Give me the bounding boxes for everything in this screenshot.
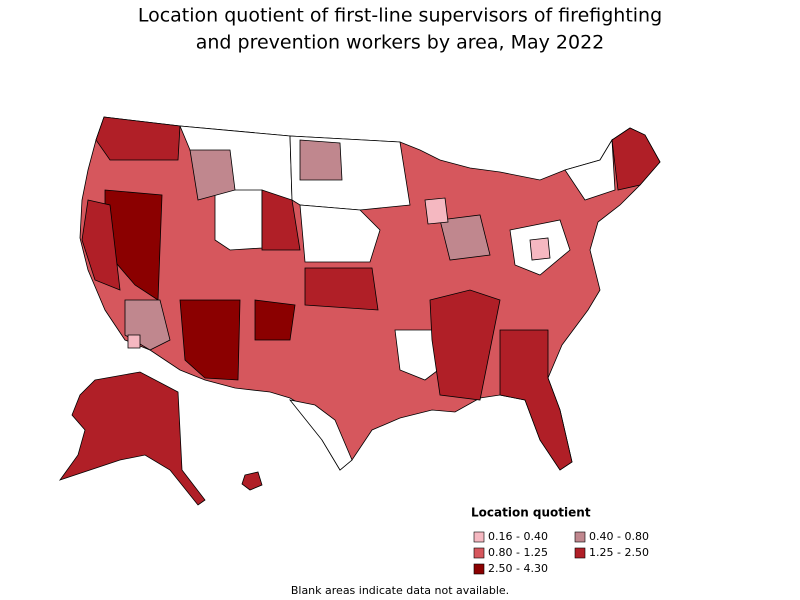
region xyxy=(499,329,573,471)
region-blank xyxy=(564,138,616,201)
region xyxy=(261,189,301,251)
region-blank xyxy=(289,399,353,471)
legend-label: 0.80 - 1.25 xyxy=(488,546,548,559)
region xyxy=(127,334,141,349)
footnote: Blank areas indicate data not available. xyxy=(291,584,509,597)
legend-label: 2.50 - 4.30 xyxy=(488,562,548,575)
region-blank xyxy=(299,204,381,263)
legend-swatch xyxy=(473,563,485,575)
region xyxy=(439,214,491,261)
region xyxy=(424,197,449,225)
legend-label: 1.25 - 2.50 xyxy=(589,546,649,559)
map-regions xyxy=(58,116,661,506)
region xyxy=(304,267,379,311)
map-title: Location quotient of first-line supervis… xyxy=(138,5,662,27)
region xyxy=(254,299,296,341)
legend-swatch xyxy=(473,531,485,543)
legend: Location quotient 0.16 - 0.40 0.40 - 0.80… xyxy=(471,506,649,576)
region xyxy=(81,199,121,291)
region-alaska xyxy=(58,371,206,506)
legend-swatch xyxy=(574,547,586,559)
region xyxy=(299,139,343,181)
legend-swatch xyxy=(574,531,586,543)
region xyxy=(179,299,241,381)
region xyxy=(189,149,236,201)
region xyxy=(529,237,551,261)
region xyxy=(95,116,181,161)
region xyxy=(611,127,661,191)
legend-swatch xyxy=(473,547,485,559)
region-hawaii xyxy=(241,471,263,491)
region-blank xyxy=(214,189,263,251)
region xyxy=(429,289,501,401)
map-title: and prevention workers by area, May 2022 xyxy=(196,32,605,54)
legend-label: 0.40 - 0.80 xyxy=(589,530,649,543)
legend-title: Location quotient xyxy=(471,506,591,520)
legend-label: 0.16 - 0.40 xyxy=(488,530,548,543)
